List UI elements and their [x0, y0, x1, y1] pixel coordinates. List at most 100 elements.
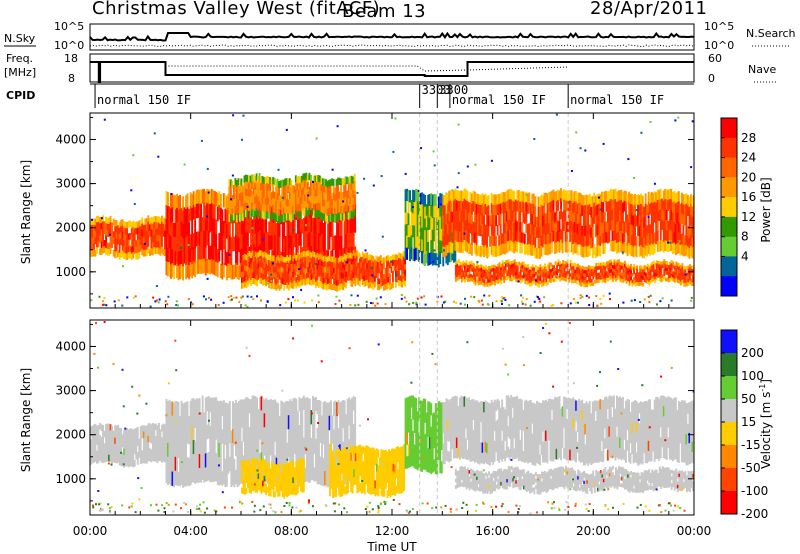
- scatter-cell: [530, 279, 533, 284]
- scatter-cell: [602, 243, 605, 254]
- scatter-cell: [251, 395, 254, 410]
- scatter-cell: [609, 199, 612, 210]
- scatter-cell: [156, 425, 159, 432]
- scatter-cell: [396, 271, 399, 277]
- scatter-cell: [203, 412, 206, 427]
- scatter-cell: [373, 270, 376, 277]
- scatter-cell: [608, 273, 611, 277]
- scatter-cell: [631, 224, 633, 236]
- scatter-cell: [613, 272, 616, 277]
- scatter-cell: [139, 244, 142, 252]
- scatter-cell: [512, 276, 515, 281]
- scatter-cell: [222, 400, 225, 415]
- scatter-cell: [676, 222, 679, 234]
- scatter-cell: [277, 260, 280, 267]
- scatter-cell: [446, 193, 449, 204]
- scatter-cell: [642, 269, 645, 274]
- scatter-cell: [348, 233, 351, 248]
- scatter-cell: [475, 214, 478, 225]
- scatter-cell: [501, 243, 504, 255]
- scatter-cell: [471, 268, 474, 272]
- scatter-cell: [170, 222, 172, 237]
- scatter-cell: [326, 215, 329, 224]
- scatter-cell: [563, 274, 566, 278]
- scatter-cell: [271, 193, 274, 208]
- scatter-cell: [278, 284, 281, 291]
- scatter-cell: [315, 265, 317, 272]
- scatter-cell: [109, 442, 112, 450]
- scatter-cell: [658, 189, 661, 201]
- scatter-cell: [329, 200, 332, 208]
- noise-point: [490, 159, 493, 162]
- scatter-cell: [643, 237, 646, 249]
- scatter-cell: [470, 274, 472, 278]
- scatter-cell: [351, 232, 354, 248]
- scatter-cell: [213, 425, 216, 440]
- noise-point: [538, 297, 541, 300]
- scatter-cell: [671, 191, 674, 203]
- scatter-cell: [613, 266, 616, 270]
- scatter-cell: [229, 193, 232, 201]
- noise-point: [464, 297, 466, 300]
- scatter-cell: [319, 189, 321, 197]
- scatter-cell: [610, 269, 613, 273]
- scatter-cell: [382, 273, 385, 280]
- scatter-cell: [642, 272, 645, 277]
- scatter-cell: [382, 257, 385, 264]
- scatter-cell: [584, 194, 587, 206]
- scatter-cell: [239, 207, 241, 215]
- noise-point: [357, 303, 360, 306]
- scatter-cell: [569, 210, 572, 222]
- scatter-cell: [407, 225, 410, 238]
- scatter-cell: [256, 397, 258, 413]
- scatter-cell: [265, 398, 268, 413]
- scatter-cell: [625, 242, 627, 254]
- scatter-cell: [685, 266, 688, 270]
- scatter-cell: [673, 279, 676, 283]
- scatter-cell: [240, 192, 243, 200]
- noise-point: [633, 299, 636, 302]
- scatter-cell: [474, 281, 477, 286]
- scatter-cell: [161, 228, 163, 235]
- scatter-cell: [692, 265, 694, 270]
- scatter-cell: [142, 249, 145, 257]
- scatter-cell: [336, 274, 338, 281]
- scatter-cell: [660, 278, 663, 283]
- scatter-cell: [136, 246, 139, 254]
- scatter-cell: [560, 239, 562, 251]
- scatter-cell: [262, 279, 264, 286]
- scatter-cell: [257, 423, 260, 438]
- scatter-cell: [679, 271, 682, 276]
- scatter-cell: [689, 267, 691, 272]
- scatter-cell: [462, 201, 464, 212]
- scatter-cell: [399, 264, 402, 271]
- scatter-cell: [476, 279, 478, 284]
- scatter-cell: [218, 233, 221, 248]
- noise-point: [520, 294, 523, 297]
- scatter-cell: [554, 191, 556, 203]
- scatter-cell: [566, 272, 569, 277]
- scatter-cell: [123, 252, 126, 259]
- scatter-cell: [249, 175, 252, 183]
- scatter-cell: [637, 275, 640, 280]
- scatter-cell: [296, 233, 299, 249]
- scatter-cell: [265, 263, 268, 270]
- scatter-cell: [145, 224, 148, 232]
- scatter-cell: [259, 272, 261, 279]
- scatter-cell: [201, 189, 204, 204]
- scatter-cell: [670, 209, 673, 221]
- scatter-cell: [562, 266, 564, 271]
- scatter-cell: [369, 259, 372, 266]
- scatter-cell: [486, 269, 489, 274]
- scatter-cell: [319, 281, 322, 288]
- scatter-cell: [136, 252, 139, 260]
- scatter-cell: [341, 199, 344, 207]
- scatter-cell: [609, 240, 612, 251]
- scatter-cell: [509, 267, 512, 272]
- scatter-cell: [145, 236, 148, 244]
- scatter-cell: [539, 196, 541, 208]
- scatter-cell: [209, 397, 212, 413]
- scatter-cell: [120, 219, 123, 227]
- scatter-cell: [332, 192, 335, 201]
- scatter-cell: [355, 250, 358, 256]
